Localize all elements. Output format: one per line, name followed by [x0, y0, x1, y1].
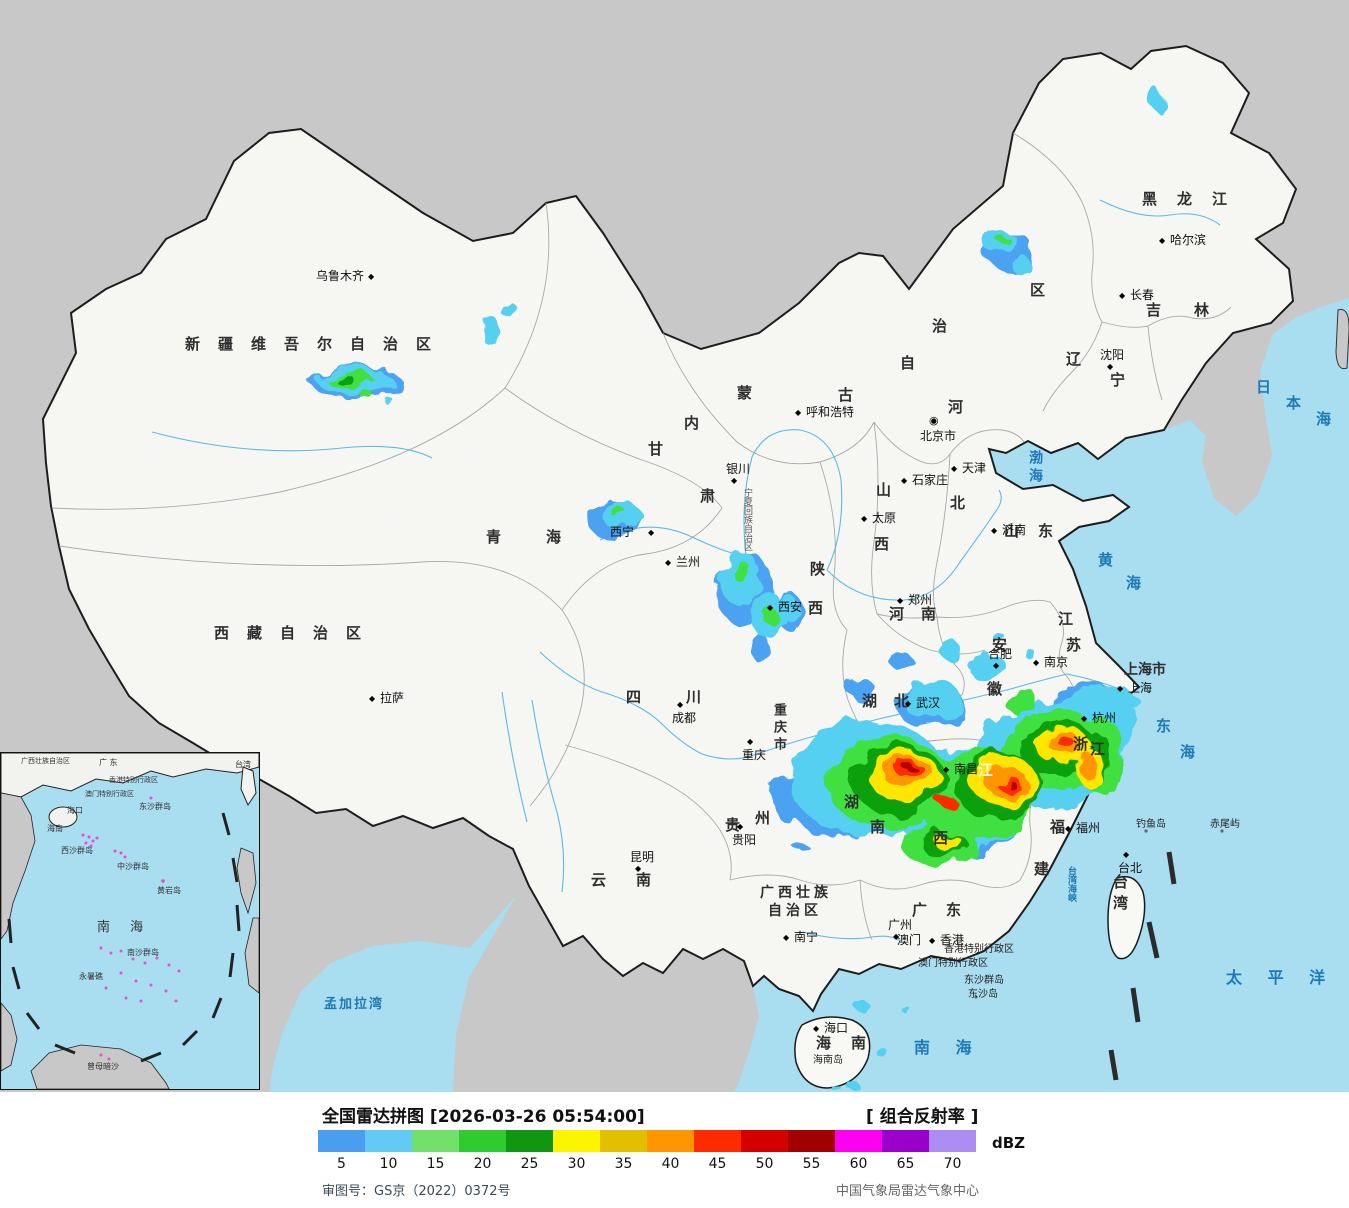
map-approval-number: 审图号：GS京（2022）0372号 — [322, 1184, 511, 1199]
legend-title: 全国雷达拼图 [2026-03-26 05:54:00] — [322, 1107, 645, 1127]
dbz-scale-cell — [788, 1130, 835, 1152]
inset-indochina — [1, 792, 36, 940]
dbz-scale-cell — [929, 1130, 976, 1152]
inset-canvas — [1, 753, 259, 1089]
legend-panel: 全国雷达拼图 [2026-03-26 05:54:00] [ 组合反射率 ] d… — [0, 1092, 1349, 1208]
inset-taiwan — [240, 766, 257, 807]
nine-dash-line-segments — [1108, 851, 1177, 1081]
dbz-scale-cell — [882, 1130, 929, 1152]
province-borders — [51, 132, 1232, 941]
dbz-scale-tick: 70 — [943, 1156, 962, 1172]
radar-echoes — [310, 90, 1163, 1092]
taiwan-island — [1107, 875, 1146, 960]
legend-product-name: [ 组合反射率 ] — [866, 1107, 979, 1127]
dbz-scale-tick: 35 — [614, 1156, 633, 1172]
dbz-scale-tick: 45 — [708, 1156, 727, 1172]
dbz-scale-tick: 25 — [520, 1156, 539, 1172]
dbz-scale-cell — [318, 1130, 365, 1152]
island-dots — [974, 829, 1224, 999]
dbz-scale-cell — [647, 1130, 694, 1152]
dbz-scale-cell — [694, 1130, 741, 1152]
hainan-island — [794, 1016, 871, 1089]
inset-borneo — [30, 1044, 170, 1089]
dbz-scale-tick: 50 — [755, 1156, 774, 1172]
dbz-scale-tick: 10 — [379, 1156, 398, 1172]
map-canvas — [0, 0, 1349, 1092]
dbz-scale-cell — [835, 1130, 882, 1152]
dbz-scale-cell — [600, 1130, 647, 1152]
inset-island-marks — [81, 796, 181, 1061]
dbz-unit-label: dBZ — [992, 1134, 1026, 1152]
dbz-scale-tick: 65 — [896, 1156, 915, 1172]
dbz-color-scale — [318, 1130, 976, 1152]
south-china-sea-inset-map: 广西壮族自治区广 东台湾 香港特别行政区 澳门特别行政区 海口 海南 东沙群岛 西沙群岛 中沙… — [0, 752, 260, 1090]
inset-hainan — [48, 806, 78, 828]
inset-philippines — [236, 847, 259, 994]
dbz-scale-tick: 55 — [802, 1156, 821, 1172]
inset-malay-peninsula — [1, 1002, 18, 1072]
dbz-scale-cell — [506, 1130, 553, 1152]
dbz-scale-cell — [741, 1130, 788, 1152]
dbz-scale-tick: 20 — [473, 1156, 492, 1172]
japan-island-sliver — [1335, 308, 1349, 370]
dbz-scale-tick: 15 — [426, 1156, 445, 1172]
dbz-scale-cell — [553, 1130, 600, 1152]
dbz-scale-cell — [365, 1130, 412, 1152]
dbz-scale-cell — [459, 1130, 506, 1152]
dbz-scale-tick: 30 — [567, 1156, 586, 1172]
dbz-scale-tick: 60 — [849, 1156, 868, 1172]
inset-nine-dash-line — [7, 812, 241, 1063]
inset-china-coast — [1, 753, 259, 798]
dbz-scale-tick: 5 — [337, 1156, 346, 1172]
dbz-scale-ticks: 5 10 15 20 25 30 35 40 45 50 55 60 65 70 — [318, 1156, 976, 1172]
producer-credit: 中国气象局雷达气象中心 — [836, 1184, 980, 1199]
dbz-scale-cell — [412, 1130, 459, 1152]
china-radar-map: 黑龙江 吉林辽宁内蒙古自治区新疆维吾尔自治区 西藏自治区 青海甘肃河北山西陕西山东 河南… — [0, 0, 1349, 1092]
dbz-scale-tick: 40 — [661, 1156, 680, 1172]
